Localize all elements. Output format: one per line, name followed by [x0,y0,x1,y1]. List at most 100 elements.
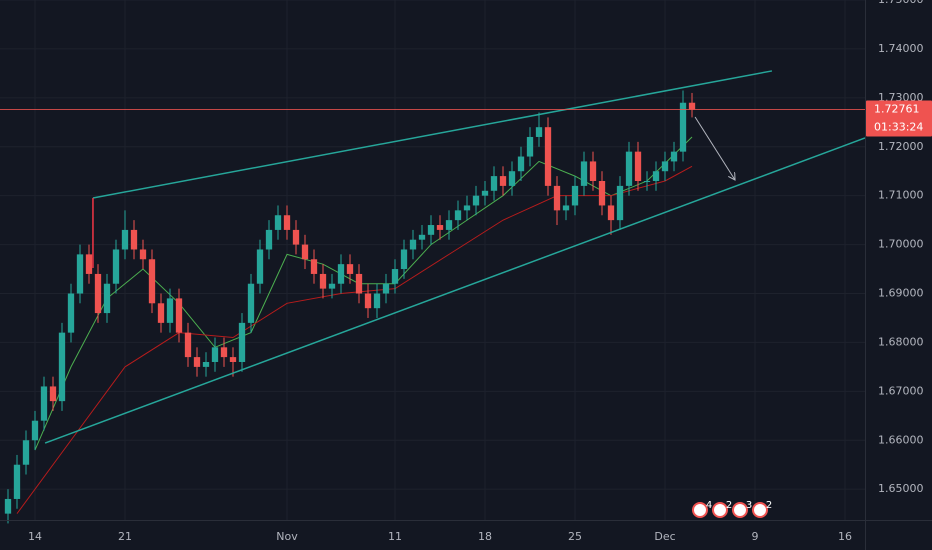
trend-line [92,70,773,199]
event-icon [712,502,728,518]
candle-body [544,127,552,186]
candle-body [661,161,669,172]
x-tick-label: 25 [568,530,582,543]
y-tick-label: 1.74000 [878,42,924,55]
candle-body [85,254,93,274]
candle-body [553,185,561,211]
countdown-label: 01:33:24 [874,121,923,134]
candle-body [418,234,426,240]
candle-body [58,332,66,402]
candle-body [130,229,138,250]
candle-body [634,151,642,181]
candle-body [139,249,147,260]
candle-body [562,205,570,211]
candle-body [175,298,183,333]
candle-body [229,357,237,362]
candle-body [454,210,462,221]
y-tick-label: 1.65000 [878,482,924,495]
candle-body [13,464,21,499]
candle-body [283,215,291,230]
candle-body [157,303,165,323]
candle-body [400,249,408,270]
candle-body [373,293,381,309]
candle-body [193,357,201,367]
candle-body [211,347,219,362]
candle-body [238,322,246,362]
event-icon [752,502,768,518]
candle-body [652,171,660,181]
candle-body [31,420,39,441]
candle-body [382,283,390,294]
candle-body [427,225,435,235]
candle-body [535,127,543,137]
event-count: 4 [706,500,712,511]
candle-body [391,269,399,284]
candle-body [202,361,210,367]
y-tick-label: 1.66000 [878,433,924,446]
candle-body [256,249,264,284]
candle-body [22,440,30,465]
candle-body [607,205,615,221]
candle-body [643,180,651,182]
candle-body [589,161,597,181]
candle-body [247,283,255,323]
x-tick-label: Dec [654,530,675,543]
candle-body [481,190,489,196]
event-count: 2 [766,500,772,511]
candle-body [40,386,48,421]
candle-body [445,220,453,230]
trend-line [694,116,735,180]
candle-body [616,185,624,221]
candle-body [328,283,336,289]
plot: 4 2 3 2 [0,70,866,524]
event-count: 3 [746,500,752,511]
candle-body [670,151,678,162]
candle-body [508,171,516,186]
candle-body [49,386,57,402]
y-tick-label: 1.68000 [878,335,924,348]
candle-body [364,293,372,309]
candle-body [526,136,534,157]
axes: 1.65000 1.66000 1.67000 1.68000 1.69000 1.700… [28,0,932,543]
candle-body [409,239,417,250]
y-tick-label: 1.70000 [878,238,924,251]
last-price-label: 1.72761 [874,103,920,116]
y-tick-label: 1.75000 [878,0,924,6]
candle-body [517,156,525,172]
candle-body [436,225,444,230]
candle-body [679,102,687,152]
candle-body [472,195,480,206]
x-tick-label: 14 [28,530,42,543]
candle-body [166,298,174,323]
candle-body [301,244,309,260]
candle-body [598,180,606,206]
candle-body [94,273,102,314]
trend-line [44,137,866,444]
y-tick-label: 1.69000 [878,287,924,300]
candle-body [571,185,579,206]
candle-body [346,264,354,274]
candle-body [463,205,471,211]
x-tick-label: 9 [752,530,759,543]
candle-body [625,151,633,186]
candle-body [184,332,192,358]
candle-body [580,161,588,186]
candle-body [112,249,120,284]
y-tick-label: 1.72000 [878,140,924,153]
x-tick-label: 18 [478,530,492,543]
event-icon [692,502,708,518]
candle-body [76,254,84,294]
y-tick-label: 1.67000 [878,384,924,397]
candle-body [274,215,282,230]
candle-body [67,293,75,333]
x-tick-label: 11 [388,530,402,543]
candle-body [220,347,228,358]
price-label-box [866,100,932,137]
candle-body [319,273,327,289]
candle-body [337,264,345,284]
candle-body [148,259,156,304]
candle-body [121,229,129,250]
